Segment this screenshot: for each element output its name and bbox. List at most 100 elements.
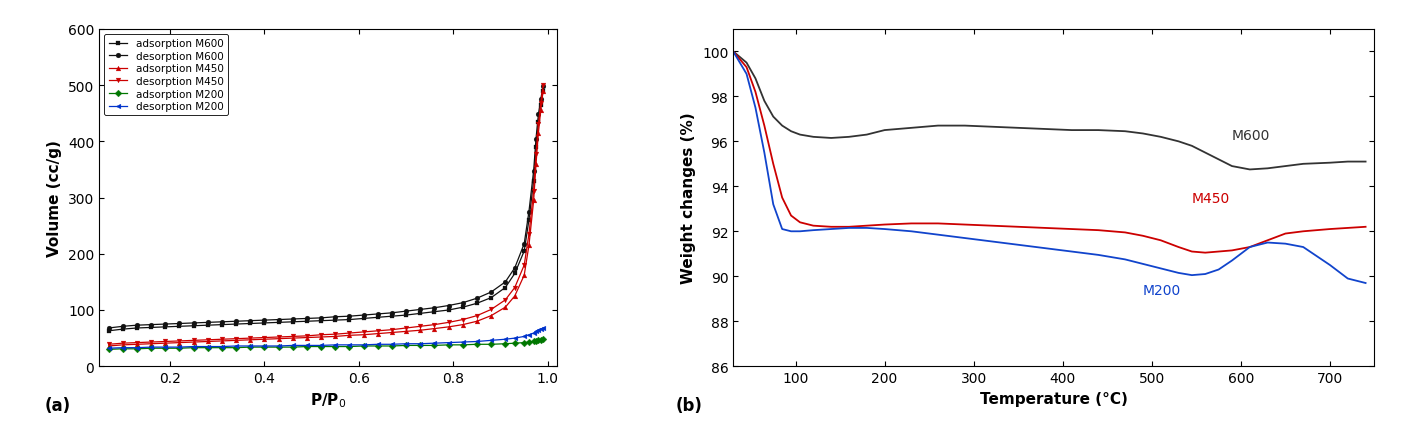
adsorption M450 [299, 335, 316, 340]
adsorption M450 [412, 328, 429, 333]
M450 [1339, 226, 1356, 231]
desorption M450 [427, 322, 444, 328]
adsorption M200 [285, 345, 302, 350]
desorption M450 [200, 337, 217, 343]
adsorption M200 [455, 343, 472, 348]
desorption M200 [398, 341, 415, 346]
desorption M450 [370, 328, 387, 334]
desorption M200 [520, 332, 537, 337]
adsorption M600 [143, 325, 160, 330]
M600 [774, 124, 791, 129]
M450 [1322, 227, 1339, 232]
adsorption M600 [214, 322, 231, 328]
adsorption M600 [483, 295, 500, 300]
Y-axis label: Volume (cc/g): Volume (cc/g) [47, 140, 62, 256]
M200 [1223, 258, 1240, 263]
desorption M600 [214, 320, 231, 325]
desorption M200 [171, 345, 188, 350]
M200 [724, 50, 741, 55]
desorption M200 [534, 325, 551, 331]
desorption M450 [242, 336, 259, 341]
M200 [1210, 268, 1227, 273]
adsorption M200 [356, 344, 373, 349]
M450 [782, 213, 799, 219]
M450 [765, 162, 782, 167]
adsorption M450 [455, 322, 472, 328]
M600 [1260, 167, 1277, 172]
M200 [1339, 276, 1356, 282]
Line: adsorption M600: adsorption M600 [106, 89, 546, 334]
adsorption M600 [256, 321, 273, 326]
Text: M450: M450 [1192, 192, 1230, 206]
adsorption M600 [101, 328, 118, 334]
desorption M600 [341, 314, 359, 319]
desorption M200 [299, 343, 316, 348]
adsorption M450 [469, 319, 486, 324]
M200 [1197, 272, 1214, 277]
desorption M450 [228, 336, 245, 341]
adsorption M600 [186, 323, 203, 328]
desorption M600 [516, 242, 533, 247]
desorption M200 [313, 343, 330, 348]
M600 [724, 50, 741, 55]
adsorption M200 [441, 343, 458, 348]
desorption M200 [327, 343, 344, 348]
desorption M450 [527, 152, 544, 157]
desorption M600 [483, 290, 500, 295]
adsorption M600 [271, 320, 288, 325]
M450 [1010, 225, 1027, 230]
adsorption M450 [530, 131, 547, 136]
adsorption M200 [214, 345, 231, 351]
M200 [1183, 273, 1200, 278]
adsorption M450 [256, 337, 273, 342]
adsorption M200 [101, 347, 118, 352]
desorption M600 [427, 305, 444, 311]
adsorption M200 [115, 346, 132, 351]
M600 [1063, 128, 1080, 133]
M600 [1357, 160, 1374, 165]
desorption M200 [186, 344, 203, 349]
desorption M450 [412, 324, 429, 329]
desorption M600 [441, 303, 458, 308]
adsorption M200 [516, 340, 533, 345]
M450 [903, 222, 920, 227]
desorption M600 [242, 318, 259, 323]
desorption M600 [299, 316, 316, 321]
adsorption M450 [527, 162, 544, 167]
M450 [1183, 249, 1200, 254]
desorption M450 [101, 342, 118, 347]
adsorption M600 [533, 103, 550, 108]
adsorption M600 [534, 89, 551, 94]
M600 [859, 133, 876, 138]
desorption M450 [469, 314, 486, 319]
desorption M450 [143, 340, 160, 345]
desorption M600 [497, 279, 514, 285]
adsorption M450 [533, 109, 550, 114]
adsorption M200 [469, 342, 486, 347]
M450 [930, 222, 947, 227]
adsorption M450 [186, 340, 203, 345]
M450 [1295, 229, 1312, 234]
M600 [1295, 162, 1312, 167]
desorption M600 [530, 112, 547, 118]
desorption M200 [356, 343, 373, 348]
M200 [1170, 271, 1187, 276]
adsorption M600 [370, 315, 387, 320]
adsorption M450 [356, 332, 373, 337]
M600 [930, 124, 947, 129]
adsorption M600 [384, 314, 401, 319]
desorption M600 [506, 266, 523, 271]
adsorption M200 [527, 339, 544, 344]
M200 [792, 229, 809, 234]
desorption M450 [506, 285, 523, 291]
desorption M200 [469, 339, 486, 344]
desorption M450 [441, 320, 458, 325]
Legend: adsorption M600, desorption M600, adsorption M450, desorption M450, adsorption M: adsorption M600, desorption M600, adsorp… [105, 35, 228, 116]
M200 [738, 72, 755, 77]
desorption M450 [534, 83, 551, 89]
adsorption M600 [412, 311, 429, 316]
M200 [823, 227, 840, 232]
M450 [823, 225, 840, 230]
adsorption M600 [129, 325, 146, 331]
desorption M600 [534, 84, 551, 89]
